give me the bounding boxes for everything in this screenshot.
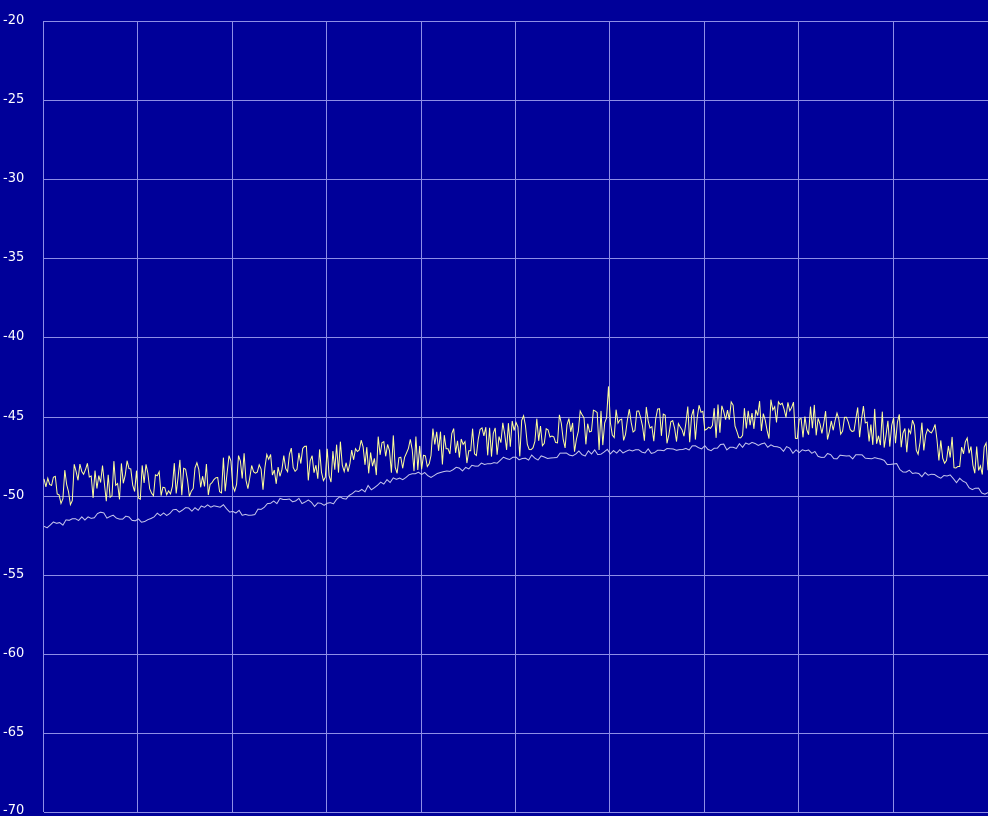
- y-axis-tick-labels: -20 -25 -30 -35 -40 -45 -50 -55 -60 -65 -70: [3, 13, 24, 816]
- average-trace: [43, 441, 988, 529]
- y-tick-label: -20: [3, 13, 24, 28]
- y-tick-label: -50: [3, 488, 24, 503]
- live-trace: [43, 386, 988, 507]
- horizontal-gridlines: [44, 21, 988, 813]
- y-tick-label: -55: [3, 567, 24, 582]
- y-tick-label: -40: [3, 329, 24, 344]
- vertical-gridlines: [43, 21, 894, 812]
- y-tick-label: -25: [3, 92, 24, 107]
- y-tick-label: -35: [3, 250, 24, 265]
- y-tick-label: -60: [3, 646, 24, 661]
- y-tick-label: -30: [3, 171, 24, 186]
- y-tick-label: -45: [3, 409, 24, 424]
- y-tick-label: -65: [3, 725, 24, 740]
- y-tick-label: -70: [3, 803, 24, 816]
